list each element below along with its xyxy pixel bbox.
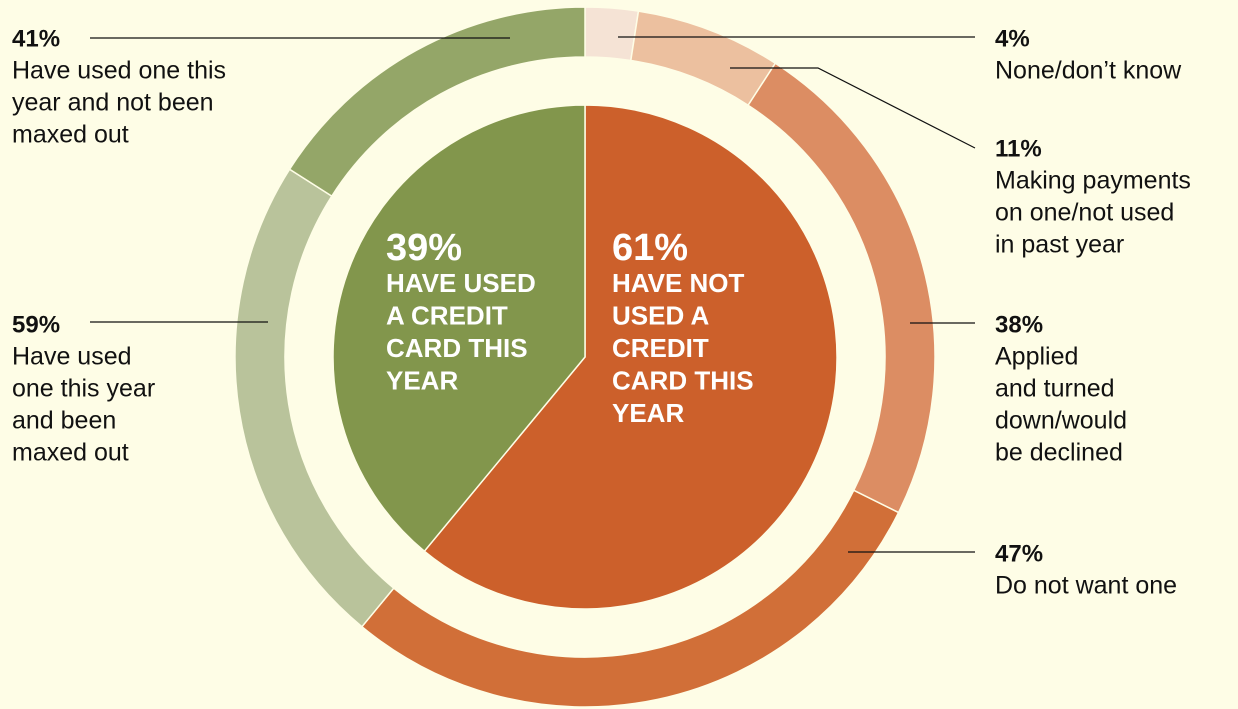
inner-label: CREDIT [612,333,709,363]
segment-label: maxed out [12,121,129,149]
inner-label: CARD THIS [386,333,528,363]
segment-label: Applied [995,343,1078,371]
pie-slice [423,104,838,610]
inner-label: CARD THIS [612,365,754,395]
value-label: 47% [995,540,1043,567]
segment-label: Have used [12,343,132,371]
value-label: 59% [12,311,60,338]
segment-label: Have used one this [12,57,226,85]
segment-label: None/don’t know [995,57,1182,85]
segment-label: be declined [995,439,1123,467]
ring-segment [584,6,640,62]
segment-label: year and not been [12,89,214,117]
segment-label: maxed out [12,439,129,467]
inner-value-label: 61% [612,227,688,269]
value-label: 11% [995,135,1042,162]
value-label: 38% [995,311,1043,338]
inner-label: USED A [612,300,709,330]
segment-label: in past year [995,231,1124,259]
segment-label: down/would [995,407,1127,435]
segment-label: Making payments [995,167,1191,195]
inner-label: YEAR [612,398,684,428]
pie-slice [332,104,586,553]
ring-segment [288,6,586,198]
leader-line [730,67,976,149]
inner-label: A CREDIT [386,300,508,330]
segment-label: Do not want one [995,572,1177,600]
segment-label: and turned [995,375,1115,403]
segment-label: one this year [12,375,155,403]
inner-label: HAVE NOT [612,268,745,298]
inner-label: HAVE USED [386,268,536,298]
value-label: 4% [995,25,1030,52]
inner-label: YEAR [386,365,458,395]
segment-label: and been [12,407,116,435]
value-label: 41% [12,25,60,52]
inner-value-label: 39% [386,227,462,269]
segment-label: on one/not used [995,199,1174,227]
